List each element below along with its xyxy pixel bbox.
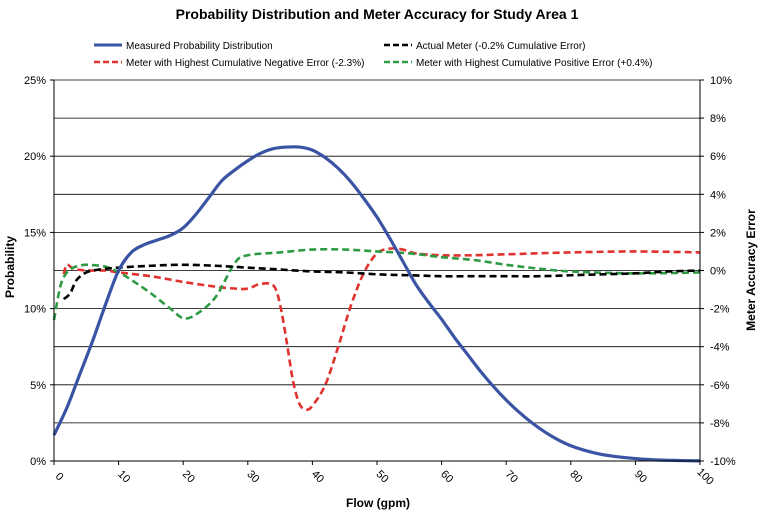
series-negative-error-meter: [62, 247, 701, 411]
series-positive-error-meter: [52, 247, 701, 321]
chart-title: Probability Distribution and Meter Accur…: [176, 6, 579, 22]
y-left-tick-label: 10%: [24, 304, 46, 316]
series-measured-probability: [52, 145, 701, 463]
tick-labels: 0% 5% 10% 15% 20% 25% -10% -8% -6% -4% -2% 0% 2% 4% 6%…: [24, 75, 736, 488]
x-tick-label: 60: [438, 468, 455, 485]
legend: Measured Probability Distribution Actual…: [94, 41, 652, 69]
y-right-tick-label: 10%: [710, 75, 732, 87]
y-axis-right-label: Meter Accuracy Error: [744, 209, 758, 331]
legend-label-positive: Meter with Highest Cumulative Positive E…: [416, 58, 652, 69]
y-right-tick-label: 0%: [710, 266, 726, 278]
y-right-tick-label: 2%: [710, 227, 726, 239]
y-left-tick-label: 15%: [24, 227, 46, 239]
x-tick-label: 20: [180, 468, 197, 485]
x-tick-label: 10: [115, 468, 132, 485]
y-left-tick-label: 20%: [24, 151, 46, 163]
y-right-tick-label: -2%: [710, 304, 730, 316]
x-tick-label: 90: [632, 468, 649, 485]
y-right-tick-label: 6%: [710, 151, 726, 163]
axes: [50, 79, 704, 465]
y-right-tick-label: -6%: [710, 380, 730, 392]
gridlines: [54, 79, 700, 462]
x-tick-label: 50: [374, 468, 391, 485]
y-right-tick-label: -8%: [710, 418, 730, 430]
legend-label-actual: Actual Meter (-0.2% Cumulative Error): [416, 41, 586, 52]
series-actual-meter: [62, 263, 701, 301]
y-left-tick-label: 5%: [30, 380, 46, 392]
x-tick-label: 70: [503, 468, 520, 485]
y-right-tick-label: -4%: [710, 342, 730, 354]
y-right-tick-label: 8%: [710, 113, 726, 125]
x-axis-label: Flow (gpm): [346, 496, 410, 510]
y-left-tick-label: 25%: [24, 75, 46, 87]
x-tick-label: 80: [567, 468, 584, 485]
x-tick-label: 100: [694, 466, 715, 487]
y-left-tick-label: 0%: [30, 456, 46, 468]
legend-label-negative: Meter with Highest Cumulative Negative E…: [126, 58, 364, 69]
x-tick-label: 0: [53, 470, 66, 483]
y-axis-left-label: Probability: [3, 236, 17, 298]
legend-label-measured: Measured Probability Distribution: [126, 41, 273, 52]
x-tick-label: 30: [244, 468, 261, 485]
y-right-tick-label: -10%: [710, 456, 736, 468]
x-tick-label: 40: [309, 468, 326, 485]
series-layer: [52, 145, 701, 463]
y-right-tick-label: 4%: [710, 189, 726, 201]
